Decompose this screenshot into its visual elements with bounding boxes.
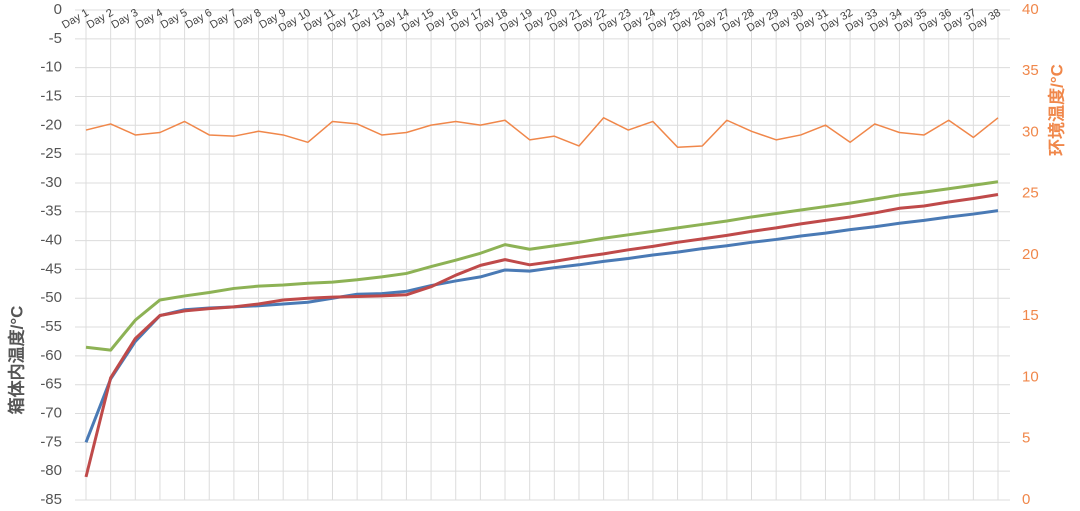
y-tick-label: -60 (40, 347, 62, 364)
y2-tick-label: 40 (1022, 1, 1039, 18)
y-tick-label: -5 (49, 30, 62, 47)
y-tick-label: -70 (40, 404, 62, 421)
y-tick-label: -55 (40, 318, 62, 335)
y-tick-label: -10 (40, 59, 62, 76)
y-axis-label: 箱体内温度/°C (6, 306, 26, 415)
series-line (85, 180, 999, 352)
series-line (84, 192, 999, 478)
y2-axis-label: 环境温度/°C (1046, 64, 1066, 156)
y-tick-label: -45 (40, 260, 62, 277)
y-tick-label: -50 (40, 289, 62, 306)
y-tick-label: -30 (40, 174, 62, 191)
y-tick-label: -15 (40, 87, 62, 104)
y-tick-label: -40 (40, 232, 62, 249)
y-tick-label: -35 (40, 203, 62, 220)
y-tick-label: 0 (54, 1, 62, 18)
y2-tick-label: 5 (1022, 430, 1030, 447)
y-tick-label: -20 (40, 116, 62, 133)
y-tick-label: -25 (40, 145, 62, 162)
y2-tick-label: 25 (1022, 185, 1039, 202)
series-line (85, 117, 999, 148)
y2-tick-label: 20 (1022, 246, 1039, 263)
y2-tick-label: 10 (1022, 368, 1039, 385)
y-tick-label: -80 (40, 462, 62, 479)
y2-tick-label: 30 (1022, 123, 1039, 140)
series-line (84, 209, 999, 443)
y2-tick-label: 0 (1022, 491, 1030, 508)
y-tick-label: -85 (40, 491, 62, 508)
y-tick-label: -75 (40, 433, 62, 450)
y-tick-label: -65 (40, 376, 62, 393)
y2-tick-label: 35 (1022, 62, 1039, 79)
y2-tick-label: 15 (1022, 307, 1039, 324)
